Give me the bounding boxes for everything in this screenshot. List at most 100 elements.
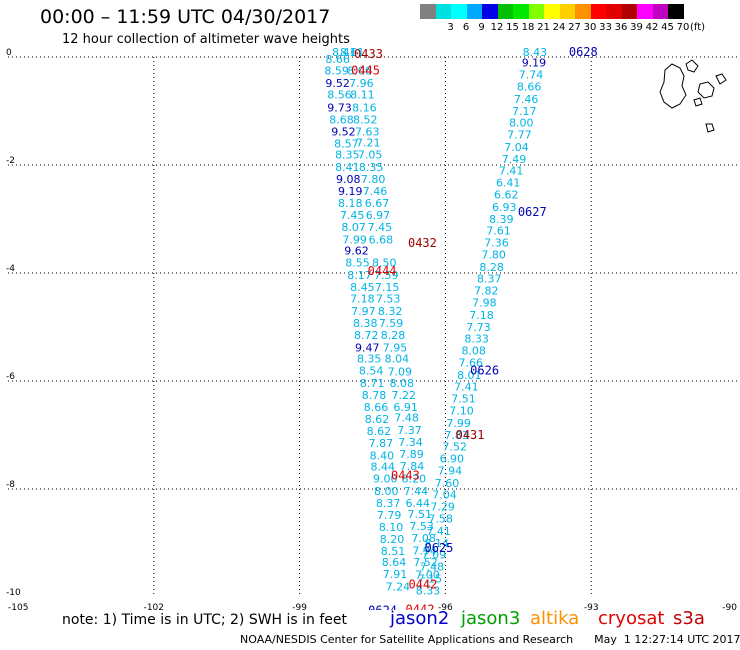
wave-height-reading: 7.41 (426, 525, 451, 538)
wave-height-reading: 8.56 (327, 89, 352, 102)
wave-height-reading: 7.80 (481, 248, 506, 261)
scale-swatch (497, 4, 513, 19)
scale-label: 9 (478, 22, 485, 33)
wave-height-reading: 7.59 (374, 269, 399, 282)
lat-tick-label: -10 (6, 588, 21, 598)
wave-height-reading: 8.06 (347, 64, 372, 77)
wave-height-reading: 7.96 (349, 77, 374, 90)
pass-time-label: 0444 (368, 264, 397, 278)
wave-height-reading: 8.38 (353, 317, 378, 330)
wave-height-reading: 7.46 (363, 185, 388, 198)
wave-height-reading: 8.62 (367, 425, 392, 438)
wave-height-reading: 7.41 (499, 165, 524, 178)
wave-height-reading: 8.16 (352, 102, 377, 115)
pass-time-label: 0433 (354, 47, 383, 61)
wave-height-reading: 8.62 (365, 413, 390, 426)
wave-height-reading: 7.29 (430, 501, 455, 514)
wave-height-reading: 8.35 (335, 149, 360, 162)
scale-swatch (652, 4, 668, 19)
wave-height-reading: 7.53 (409, 520, 434, 533)
scale-label: 18 (521, 22, 535, 33)
wave-height-reading: 7.52 (442, 441, 467, 454)
wave-height-reading: 7.94 (412, 544, 437, 557)
wave-height-reading: 8.72 (354, 329, 379, 342)
wave-height-reading: 7.45 (368, 221, 393, 234)
wave-height-reading: 8.52 (353, 113, 378, 126)
wave-height-reading: 8.39 (489, 213, 514, 226)
wave-height-reading: 9.52 (331, 125, 356, 138)
galapagos-coastline (659, 59, 727, 133)
wave-height-reading: 7.04 (504, 141, 529, 154)
wave-height-reading: 8.41 (335, 161, 360, 174)
scale-swatch (482, 4, 498, 19)
wave-height-reading: 7.44 (404, 485, 429, 498)
pass-time-label: 0443 (391, 468, 420, 482)
wave-height-reading: 6.41 (496, 177, 520, 190)
scale-swatch (575, 4, 591, 19)
wave-height-reading: 8.71 (360, 377, 385, 390)
scale-label: 6 (462, 22, 470, 33)
wave-height-reading: 8.20 (402, 473, 427, 486)
island-outline (693, 97, 703, 107)
wave-height-reading: 7.99 (446, 417, 471, 430)
wave-height-reading: 8.40 (370, 449, 395, 462)
wave-height-reading: 7.52 (413, 556, 438, 569)
wave-height-reading: 8.59 (324, 64, 349, 77)
wave-height-reading: 8.35 (359, 161, 384, 174)
wave-height-reading: 7.89 (399, 448, 424, 461)
wave-height-reading: 7.41 (454, 381, 479, 394)
wave-height-reading: 8.37 (376, 497, 401, 510)
wave-height-reading: 7.18 (350, 293, 375, 306)
wave-height-reading: 7.95 (383, 341, 408, 354)
scale-label: 45 (661, 22, 674, 33)
wave-height-reading: 8.17 (347, 269, 372, 282)
wave-height-reading: 8.78 (362, 389, 387, 402)
island-outline (715, 73, 727, 85)
wave-height-reading: 7.51 (407, 508, 432, 521)
wave-height-reading: 8.37 (477, 273, 502, 286)
wave-height-reading: 7.66 (459, 356, 484, 369)
scale-label: 21 (537, 22, 550, 33)
credit-footer: NOAA/NESDIS Center for Satellite Applica… (240, 633, 740, 646)
pass-time-label: 0431 (456, 428, 485, 442)
wave-height-reading: 7.53 (376, 293, 401, 306)
wave-height-reading: 7.37 (397, 424, 422, 437)
scale-label: 3 (447, 22, 454, 33)
wave-height-reading: 8.64 (382, 556, 407, 569)
wave-height-reading: 7.99 (342, 233, 367, 246)
wave-height-reading: 7.63 (355, 125, 380, 138)
scale-swatch (637, 4, 653, 19)
legend-s3a: s3a (673, 608, 705, 629)
wave-height-reading: 8.08 (461, 345, 486, 358)
wave-height-reading: 8.32 (378, 305, 403, 318)
wave-height-reading: 9.19 (522, 57, 547, 70)
wave-height-reading: 7.79 (377, 509, 402, 522)
pass-time-label: 0628 (569, 45, 598, 59)
wave-height-reading: 7.49 (502, 153, 527, 166)
scale-swatch (420, 4, 436, 19)
altimeter-map: -105 -102 -99 -96 -93 -900-2-4-6-8-108.418.66… (6, 45, 737, 610)
wave-height-reading: 8.57 (334, 138, 359, 151)
wave-height-reading: 6.44 (406, 497, 431, 510)
wave-height-reading: 8.18 (338, 197, 363, 210)
lon-tick-label: -96 (438, 603, 453, 610)
scale-swatch (528, 4, 544, 19)
wave-height-reading: 7.80 (361, 173, 386, 186)
wave-height-reading: 6.68 (369, 233, 394, 246)
wave-height-reading: 6.97 (366, 209, 391, 222)
wave-height-reading: 8.14 (425, 537, 450, 550)
wave-height-reading: 6.90 (440, 453, 465, 466)
legend-jason2: jason2 (390, 608, 450, 629)
scale-label: 70 (676, 22, 690, 33)
wave-height-reading: 9.62 (344, 245, 369, 258)
scale-label: 33 (599, 22, 612, 33)
wave-height-reading: 9.47 (355, 341, 380, 354)
wave-height-reading: 8.55 (345, 257, 370, 270)
island-outline (659, 63, 687, 109)
wave-height-reading: 8.66 (325, 53, 350, 66)
scale-label: 12 (490, 22, 504, 33)
wave-height-reading: 8.66 (364, 401, 389, 414)
wave-height-reading: 8.54 (359, 365, 384, 378)
wave-height-reading: 8.07 (341, 221, 366, 234)
wave-height-reading: 7.05 (358, 149, 383, 162)
